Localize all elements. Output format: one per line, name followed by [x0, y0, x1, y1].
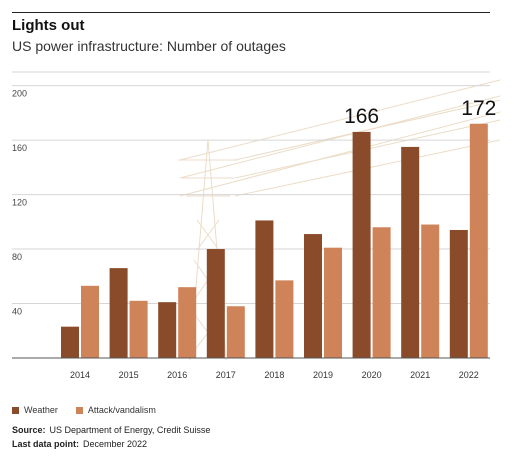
bar-attack-2019 [324, 247, 342, 358]
top-rule [12, 12, 490, 13]
legend-item-weather: Weather [12, 405, 58, 415]
annotation-2022: 172 [461, 97, 496, 120]
x-tick-label-2014: 2014 [70, 370, 90, 380]
bar-attack-2016 [178, 287, 197, 358]
y-tick-label-200: 200 [12, 89, 27, 99]
legend-swatch-weather [12, 406, 19, 414]
bar-weather-2018 [255, 220, 274, 358]
x-tick-label-2020: 2020 [362, 370, 382, 380]
source-text: US Department of Energy, Credit Suisse [49, 425, 211, 435]
x-tick-label-2021: 2021 [410, 370, 430, 380]
bar-weather-2021 [401, 146, 420, 358]
y-tick-label-80: 80 [12, 252, 22, 262]
x-tick-label-2015: 2015 [119, 370, 139, 380]
bar-attack-2018 [275, 280, 294, 358]
x-tick-label-2016: 2016 [167, 370, 187, 380]
bar-attack-2021 [421, 224, 440, 358]
chart-title: Lights out [12, 17, 85, 34]
bar-weather-2014 [61, 326, 79, 358]
x-tick-label-2019: 2019 [313, 370, 333, 380]
legend: Weather Attack/vandalism [12, 405, 156, 415]
source-label: Source: [12, 425, 46, 435]
x-tick-label-2018: 2018 [264, 370, 284, 380]
x-tick-label-2022: 2022 [459, 370, 479, 380]
annotation-2020: 166 [344, 105, 379, 128]
legend-label-attack: Attack/vandalism [87, 405, 156, 415]
bar-attack-2022 [469, 123, 488, 358]
bar-attack-2014 [81, 285, 99, 358]
bar-weather-2020 [352, 131, 371, 358]
y-tick-label-120: 120 [12, 198, 27, 208]
bar-weather-2016 [158, 302, 177, 358]
legend-item-attack: Attack/vandalism [75, 405, 156, 415]
bar-weather-2015 [109, 268, 128, 358]
last-data-point-note: Last data point: December 2022 [12, 439, 147, 449]
bar-weather-2022 [449, 229, 468, 358]
bar-attack-2017 [226, 306, 245, 358]
last-data-point-label: Last data point: [12, 439, 79, 449]
x-tick-label-2017: 2017 [216, 370, 236, 380]
bar-attack-2020 [372, 227, 391, 358]
bar-weather-2017 [206, 249, 225, 358]
bar-attack-2015 [129, 300, 148, 358]
last-data-point-text: December 2022 [83, 439, 148, 449]
y-tick-label-40: 40 [12, 307, 22, 317]
bar-weather-2019 [304, 234, 322, 358]
bar-chart: 40 80 120 160 200 2014 2015 2016 2017 2018 2019 202… [12, 71, 501, 380]
y-tick-label-160: 160 [12, 143, 27, 153]
chart-subtitle: US power infrastructure: Number of outag… [12, 38, 286, 54]
legend-label-weather: Weather [24, 405, 58, 415]
legend-swatch-attack [75, 406, 83, 414]
source-note: Source: US Department of Energy, Credit S… [12, 425, 210, 435]
